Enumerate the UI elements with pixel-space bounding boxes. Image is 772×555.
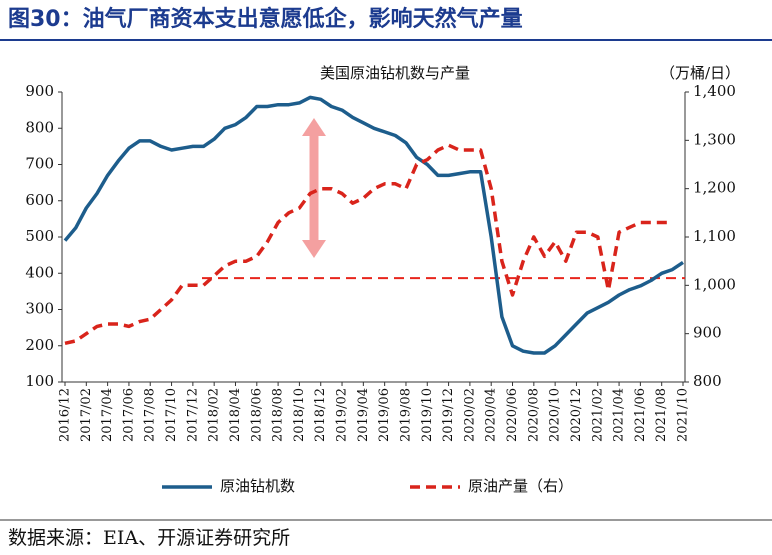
x-tick-label: 2020/08 (526, 388, 541, 442)
legend-label: 原油产量（右） (468, 477, 573, 495)
y-tick-label: 100 (25, 372, 54, 390)
y2-tick-label: 1,300 (693, 130, 736, 148)
x-tick-label: 2021/10 (676, 388, 691, 442)
x-tick-label: 2020/12 (569, 388, 584, 442)
series-line (63, 95, 684, 355)
y-tick-label: 700 (25, 155, 54, 173)
legend-label: 原油钻机数 (220, 477, 295, 495)
y2-tick-label: 1,000 (693, 275, 736, 293)
x-tick-label: 2020/06 (505, 388, 520, 442)
x-tick-label: 2020/10 (548, 388, 563, 442)
x-tick-label: 2018/06 (249, 388, 264, 442)
x-tick-label: 2018/08 (271, 388, 286, 442)
y-tick-label: 600 (25, 191, 54, 209)
x-tick-label: 2016/12 (58, 388, 73, 442)
chart-title: 美国原油钻机数与产量 (320, 64, 470, 82)
y-tick-label: 300 (25, 300, 54, 318)
y2-tick-label: 1,200 (693, 179, 736, 197)
x-tick-label: 2019/06 (377, 388, 392, 442)
x-tick-label: 2019/10 (420, 388, 435, 442)
header-title: 图30：油气厂商资本支出意愿低企，影响天然气产量 (8, 6, 523, 32)
y-tick-label: 200 (25, 336, 54, 354)
y2-label: （万桶/日） (660, 64, 740, 82)
x-tick-label: 2017/04 (100, 388, 115, 442)
x-tick-label: 2019/08 (398, 388, 413, 442)
y2-tick-label: 900 (693, 324, 722, 342)
x-tick-label: 2020/02 (462, 388, 477, 442)
arrow (302, 118, 326, 258)
x-tick-label: 2017/10 (164, 388, 179, 442)
x-tick-label: 2017/02 (79, 388, 94, 442)
source: 数据来源：EIA、开源证券研究所 (8, 527, 290, 549)
x-tick-label: 2017/06 (121, 388, 136, 442)
y-tick-label: 400 (25, 263, 54, 281)
x-tick-label: 2019/04 (356, 388, 371, 442)
y2-tick-label: 1,100 (693, 227, 736, 245)
x-tick-label: 2017/08 (143, 388, 158, 442)
x-tick-label: 2019/02 (335, 388, 350, 442)
x-tick-label: 2018/10 (292, 388, 307, 442)
x-tick-label: 2019/12 (441, 388, 456, 442)
x-tick-label: 2021/02 (590, 388, 605, 442)
series-line (64, 143, 673, 346)
x-tick-label: 2021/04 (612, 388, 627, 442)
x-tick-label: 2017/12 (185, 388, 200, 442)
x-tick-label: 2020/04 (484, 388, 499, 442)
x-tick-label: 2018/12 (313, 388, 328, 442)
x-tick-label: 2018/02 (207, 388, 222, 442)
x-tick-label: 2018/04 (228, 388, 243, 442)
y-tick-label: 900 (25, 82, 54, 100)
y-tick-label: 800 (25, 118, 54, 136)
y2-tick-label: 1,400 (693, 82, 736, 100)
x-tick-label: 2021/06 (633, 388, 648, 442)
y-tick-label: 500 (25, 227, 54, 245)
y2-tick-label: 800 (693, 372, 722, 390)
x-tick-label: 2021/08 (654, 388, 669, 442)
